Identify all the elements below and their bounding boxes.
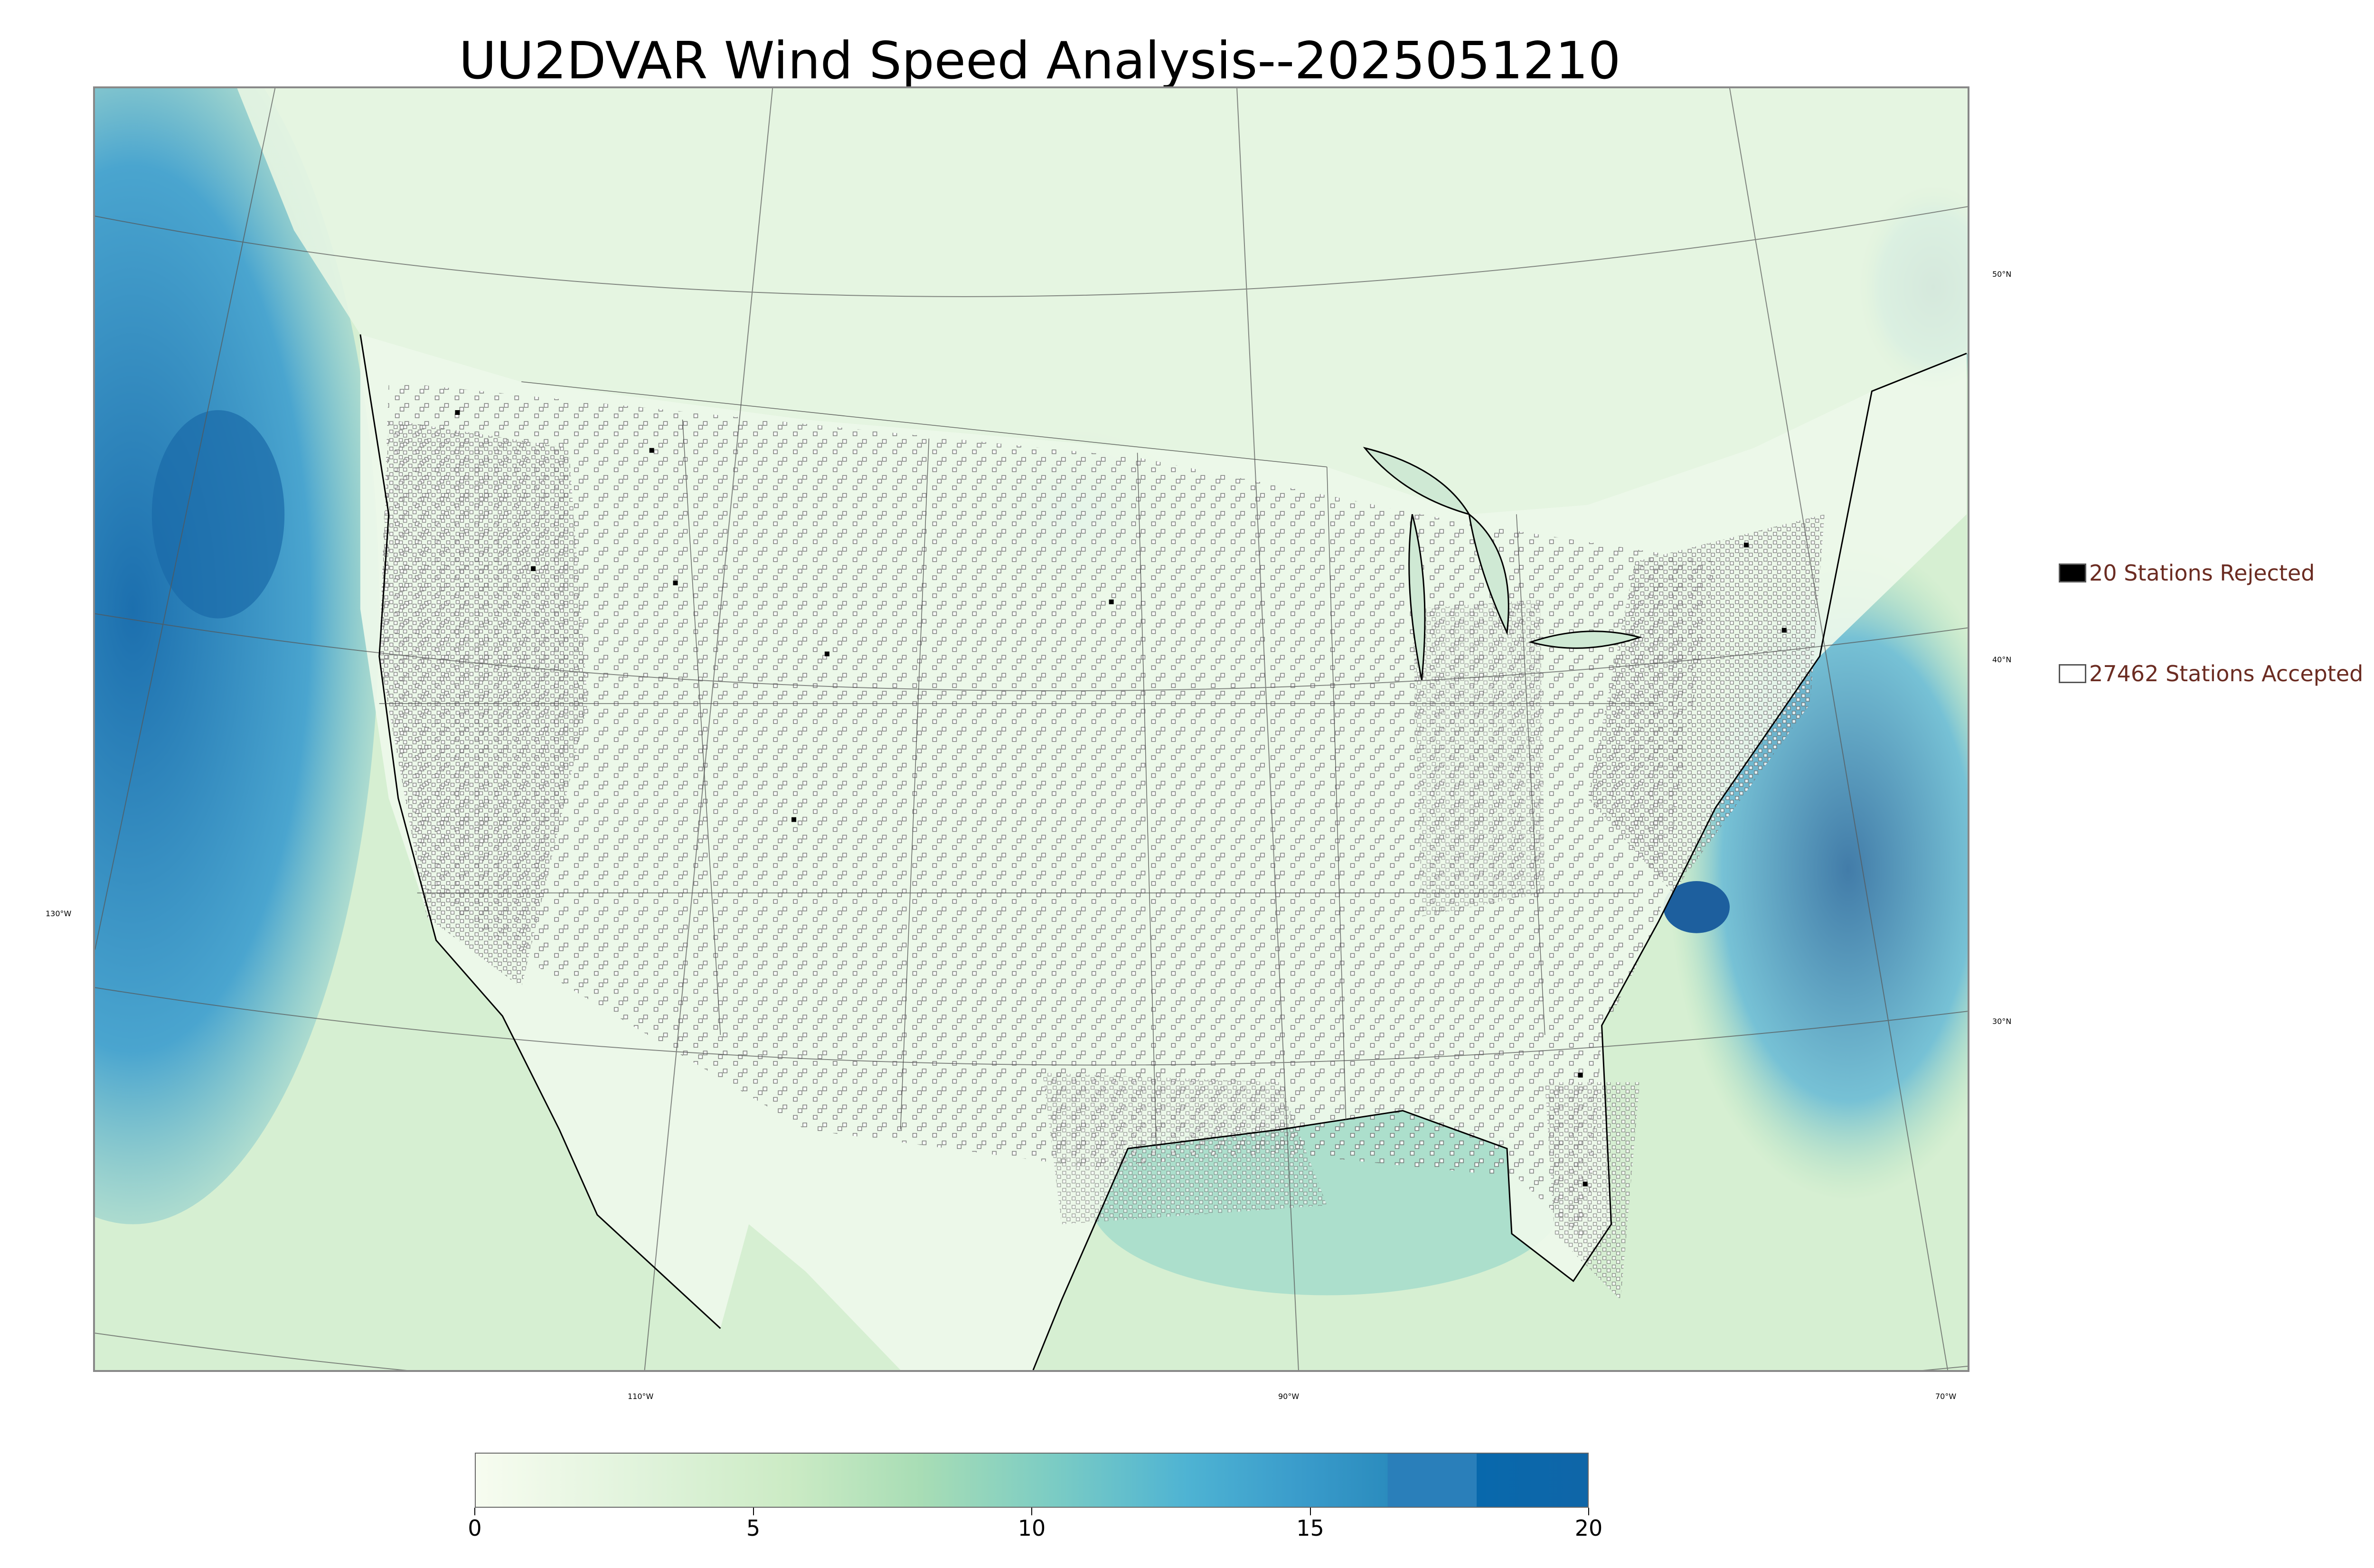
legend-accepted: 27462 Stations Accepted — [2059, 661, 2363, 686]
canada-landmass — [237, 88, 1968, 515]
colorbar — [475, 1453, 1589, 1508]
map-title: UU2DVAR Wind Speed Analysis--2025051210 — [459, 31, 1621, 91]
pacific-wind-max — [95, 88, 379, 1224]
legend-rejected-label: 20 Stations Rejected — [2089, 560, 2315, 586]
state-borders — [379, 381, 1659, 1149]
colorbar-tick-label: 15 — [1296, 1515, 1324, 1541]
station-markers-rejected — [455, 410, 1787, 1187]
lon-label-70w: 70°W — [1935, 1392, 1957, 1401]
offshore-low-center — [1663, 881, 1730, 933]
station-cluster-florida — [1545, 1082, 1640, 1300]
colorbar-tick-label: 20 — [1574, 1515, 1603, 1541]
colorbar-tick — [1588, 1508, 1589, 1515]
lat-label-30n: 30°N — [1992, 1017, 2012, 1026]
lon-label-130w: 130°W — [46, 909, 72, 918]
great-lakes — [1363, 447, 1642, 680]
colorbar-tick — [1309, 1508, 1311, 1515]
wind-speed-map — [93, 86, 1969, 1372]
colorbar-gradient — [476, 1454, 1588, 1507]
colorbar-tick-label: 10 — [1017, 1515, 1046, 1541]
colorbar-tick — [753, 1508, 754, 1515]
hollow-square-icon — [2059, 664, 2086, 683]
station-cluster-east-coast — [1587, 514, 1825, 893]
colorbar-tick — [1031, 1508, 1032, 1515]
lon-label-90w: 90°W — [1278, 1392, 1300, 1401]
station-cluster-texas — [1042, 1072, 1327, 1224]
lat-label-50n: 50°N — [1992, 270, 2012, 279]
colorbar-tick — [474, 1508, 475, 1515]
lat-label-40n: 40°N — [1992, 655, 2012, 664]
legend-accepted-label: 27462 Stations Accepted — [2089, 661, 2364, 686]
station-markers-accepted — [379, 382, 1716, 1243]
lon-label-110w: 110°W — [628, 1392, 654, 1401]
filled-square-icon — [2059, 563, 2086, 582]
map-canvas — [95, 88, 1968, 1370]
station-cluster-midwest — [1412, 599, 1545, 917]
legend-rejected: 20 Stations Rejected — [2059, 560, 2315, 586]
coastlines — [359, 334, 1967, 1370]
graticule — [95, 88, 1968, 1370]
colorbar-tick-label: 0 — [468, 1515, 482, 1541]
colorbar-tick-label: 5 — [746, 1515, 761, 1541]
